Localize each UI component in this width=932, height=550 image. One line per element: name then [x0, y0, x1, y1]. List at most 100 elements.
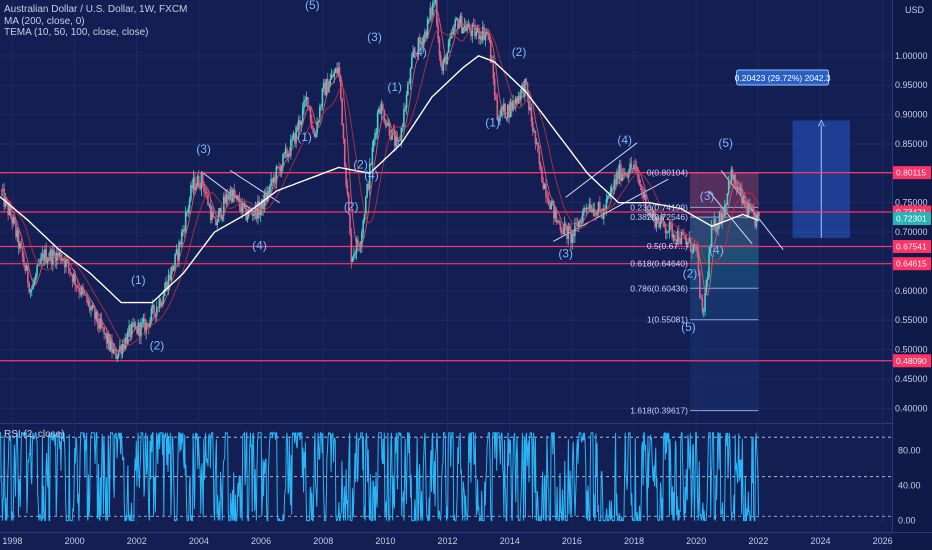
candle-body: [575, 222, 577, 224]
candle-body: [420, 41, 422, 44]
level-price-tag: [893, 240, 931, 254]
candle-body: [188, 199, 191, 209]
candle-body: [426, 19, 429, 39]
candle-body: [17, 230, 20, 249]
candle-body: [755, 215, 758, 227]
candle-body: [213, 217, 216, 219]
candle-body: [542, 182, 545, 190]
candle-body: [559, 223, 562, 231]
candle-body: [531, 121, 534, 132]
candle-body: [313, 132, 316, 137]
current-price-tag: [893, 212, 931, 226]
candle-body: [199, 187, 201, 190]
candle-body: [137, 322, 140, 334]
rsi-tick-label: 80.00: [898, 445, 921, 455]
candle-body: [487, 30, 489, 34]
candle-body: [109, 340, 112, 351]
candle-body: [488, 33, 491, 40]
candle-body: [61, 258, 63, 261]
candle-body: [322, 82, 325, 89]
candle-body: [173, 265, 175, 272]
candle-body: [497, 118, 500, 122]
candle-body: [95, 311, 98, 320]
rsi-tick-label: 40.00: [898, 480, 921, 490]
trendline: [708, 190, 753, 245]
candle-body: [154, 313, 157, 317]
candle-body: [432, 2, 434, 16]
candle-body: [438, 38, 441, 56]
candle-body: [701, 298, 704, 312]
candle-body: [556, 220, 559, 223]
candle-body: [687, 241, 689, 245]
candle-body: [631, 168, 634, 170]
wave-label: (2): [683, 266, 698, 280]
candle-body: [663, 221, 666, 227]
candle-body: [253, 214, 255, 217]
rsi-line: [0, 430, 759, 523]
price-scale-background: [892, 0, 932, 550]
candle-body: [326, 79, 329, 93]
candle-body: [472, 24, 475, 26]
candle-body: [83, 291, 86, 295]
candle-body: [718, 211, 721, 225]
candle-body: [601, 213, 604, 219]
candle-body: [320, 105, 322, 107]
candle-body: [617, 171, 620, 179]
candle-body: [92, 304, 95, 309]
tema-indicator-label[interactable]: TEMA (10, 50, 100, close, close): [4, 27, 149, 38]
fib-level-label: 1.618(0.39617): [630, 406, 688, 416]
time-tick-label: 2018: [624, 536, 644, 546]
candle-body: [287, 153, 290, 158]
candle-body: [735, 186, 738, 190]
candle-body: [299, 119, 301, 126]
candle-body: [589, 204, 592, 212]
candle-body: [116, 356, 119, 359]
candle-body: [439, 55, 442, 66]
candle-body: [546, 197, 549, 198]
candle-body: [216, 222, 219, 226]
candle-body: [702, 310, 705, 312]
candle-body: [476, 27, 479, 32]
symbol-title[interactable]: Australian Dollar / U.S. Dollar, 1W, FXC…: [4, 4, 188, 15]
candle-body: [649, 212, 651, 215]
time-tick-label: 2026: [873, 536, 893, 546]
candle-body: [499, 116, 501, 122]
candle-body: [679, 243, 681, 244]
candle-body: [533, 130, 535, 132]
ma-indicator-label[interactable]: MA (200, close, 0): [4, 15, 85, 27]
candle-body: [21, 247, 24, 258]
candle-body: [343, 138, 346, 167]
candle-body: [580, 220, 583, 224]
candle-body: [179, 241, 182, 245]
candle-body: [57, 252, 59, 256]
candle-body: [579, 220, 581, 222]
candle-body: [217, 211, 220, 223]
rsi-indicator-label[interactable]: RSI (2, close): [4, 429, 65, 440]
wave-label: (1): [297, 130, 312, 144]
candle-body: [504, 103, 506, 119]
candle-body: [453, 27, 455, 35]
candle-body: [509, 102, 512, 118]
trendline: [720, 170, 784, 250]
candle-body: [710, 225, 713, 247]
candle-body: [230, 189, 233, 202]
candle-body: [547, 197, 550, 205]
candle-body: [389, 136, 392, 140]
candle-body: [45, 249, 48, 263]
wave-label: (5): [718, 136, 733, 150]
candle-body: [606, 197, 609, 200]
chart-legend: Australian Dollar / U.S. Dollar, 1W, FXC…: [4, 4, 187, 39]
candle-body: [576, 223, 579, 229]
level-price-tag: [893, 166, 931, 180]
candle-body: [201, 172, 204, 185]
candle-body: [721, 213, 723, 223]
candle-body: [347, 193, 350, 215]
candle-body: [41, 253, 44, 258]
candle-body: [167, 274, 170, 291]
candle-body: [399, 139, 401, 141]
candle-body: [247, 209, 250, 217]
candle-body: [342, 124, 345, 139]
candle-body: [284, 148, 287, 153]
candle-body: [103, 327, 105, 334]
